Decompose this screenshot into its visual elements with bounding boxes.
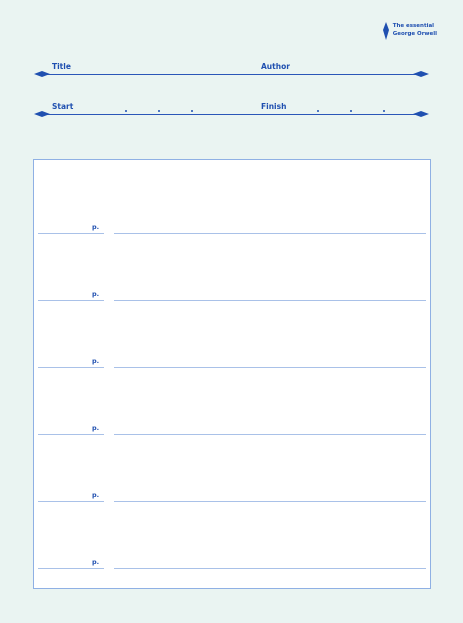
page-number-label: p. — [92, 491, 100, 499]
note-row: p. — [34, 160, 430, 234]
title-label: Title — [52, 62, 71, 71]
author-label: Author — [261, 62, 290, 71]
notes-box: p. p. p. p. p. p. — [33, 159, 431, 589]
brand-mark: The essential George Orwell — [382, 22, 437, 40]
start-date-separator — [158, 110, 160, 112]
page-number-field[interactable] — [38, 233, 104, 234]
page-number-field[interactable] — [38, 568, 104, 569]
page-number-field[interactable] — [38, 367, 104, 368]
note-row: p. — [34, 495, 430, 569]
start-date-separator — [191, 110, 193, 112]
finish-date-separator — [317, 110, 319, 112]
finish-date-separator — [350, 110, 352, 112]
brand-line-2: George Orwell — [392, 31, 437, 37]
note-row: p. — [34, 428, 430, 502]
note-row: p. — [34, 227, 430, 301]
note-line[interactable] — [114, 367, 426, 368]
page-number-field[interactable] — [38, 300, 104, 301]
brand-line-1: The essential — [392, 23, 435, 29]
page-number-label: p. — [92, 558, 100, 566]
title-author-line[interactable] — [40, 74, 423, 75]
note-line[interactable] — [114, 233, 426, 234]
page-number-label: p. — [92, 424, 100, 432]
start-finish-line[interactable] — [40, 114, 423, 115]
feather-icon — [382, 22, 389, 40]
start-label: Start — [52, 102, 74, 111]
page-number-label: p. — [92, 290, 100, 298]
page-number-label: p. — [92, 357, 100, 365]
note-row: p. — [34, 294, 430, 368]
page-number-label: p. — [92, 223, 100, 231]
finish-label: Finish — [261, 102, 287, 111]
page-number-field[interactable] — [38, 501, 104, 502]
note-line[interactable] — [114, 501, 426, 502]
note-line[interactable] — [114, 568, 426, 569]
note-line[interactable] — [114, 434, 426, 435]
note-row: p. — [34, 361, 430, 435]
note-line[interactable] — [114, 300, 426, 301]
brand-title: The essential George Orwell — [393, 22, 437, 38]
start-date-separator — [125, 110, 127, 112]
page-number-field[interactable] — [38, 434, 104, 435]
finish-date-separator — [383, 110, 385, 112]
